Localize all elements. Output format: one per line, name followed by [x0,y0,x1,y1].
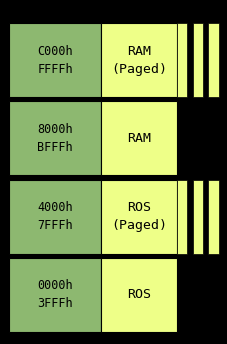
Text: RAM
(Paged): RAM (Paged) [111,45,166,76]
FancyBboxPatch shape [9,180,101,254]
Text: 4000h
7FFFh: 4000h 7FFFh [37,201,73,232]
FancyBboxPatch shape [9,101,101,175]
Text: RAM: RAM [126,132,151,145]
Text: C000h
FFFFh: C000h FFFFh [37,45,73,76]
FancyBboxPatch shape [101,258,176,332]
FancyBboxPatch shape [101,180,176,254]
FancyBboxPatch shape [207,180,218,254]
FancyBboxPatch shape [176,180,186,254]
Text: ROS: ROS [126,289,151,301]
FancyBboxPatch shape [207,23,218,97]
FancyBboxPatch shape [101,101,176,175]
FancyBboxPatch shape [192,23,202,97]
Text: ROS
(Paged): ROS (Paged) [111,201,166,232]
Text: 8000h
BFFFh: 8000h BFFFh [37,123,73,154]
FancyBboxPatch shape [9,258,101,332]
FancyBboxPatch shape [176,23,186,97]
FancyBboxPatch shape [9,23,101,97]
FancyBboxPatch shape [192,180,202,254]
FancyBboxPatch shape [101,23,176,97]
Text: 0000h
3FFFh: 0000h 3FFFh [37,279,73,311]
